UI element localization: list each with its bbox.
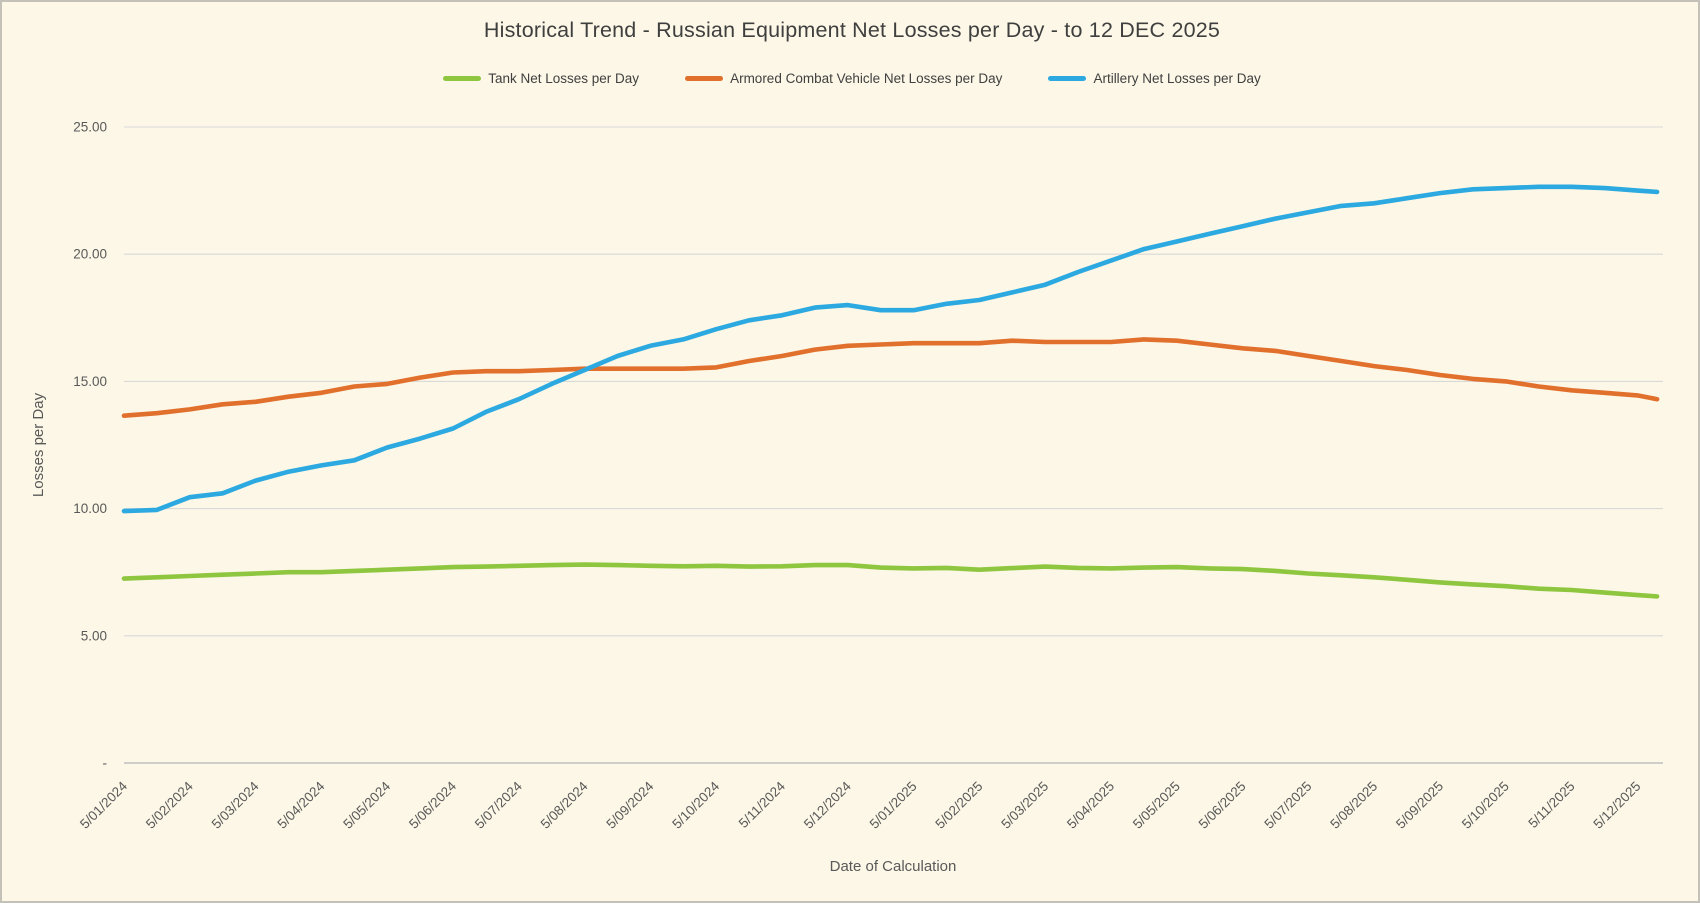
- legend-item-armored-combat-vehicle[interactable]: Armored Combat Vehicle Net Losses per Da…: [685, 71, 1002, 86]
- chart-title: Historical Trend - Russian Equipment Net…: [483, 18, 1221, 42]
- legend-label-armored-combat-vehicle: Armored Combat Vehicle Net Losses per Da…: [730, 71, 1003, 86]
- series-line-tank[interactable]: [121, 562, 1660, 599]
- legend: Tank Net Losses per Day Armored Combat V…: [2, 71, 1700, 86]
- series-line-armored-combat-vehicle[interactable]: [121, 337, 1660, 419]
- x-tick-label: 5/10/2024: [669, 778, 722, 831]
- x-tick-label: 5/02/2024: [143, 778, 196, 831]
- y-tick-label: 25.00: [73, 120, 107, 135]
- x-tick-label: 5/03/2025: [998, 779, 1051, 832]
- x-tick-label: 5/03/2024: [209, 778, 262, 831]
- legend-label-artillery: Artillery Net Losses per Day: [1093, 71, 1261, 86]
- y-tick-label: 10.00: [73, 501, 107, 516]
- x-tick-label: 5/07/2025: [1261, 779, 1314, 832]
- x-tick-label: 5/09/2025: [1393, 779, 1446, 832]
- gridlines-layer: [124, 126, 1663, 764]
- x-tick-label: 5/04/2025: [1064, 779, 1117, 832]
- x-tick-label: 5/05/2024: [340, 778, 393, 831]
- x-tick-label: 5/11/2025: [1525, 779, 1577, 831]
- y-axis-tick-labels: - 5.00 10.00 15.00 20.00 25.00: [73, 120, 107, 771]
- x-tick-label: 5/04/2024: [274, 778, 327, 831]
- x-tick-label: 5/08/2025: [1327, 779, 1380, 832]
- legend-label-tank: Tank Net Losses per Day: [488, 71, 640, 86]
- x-axis-title: Date of Calculation: [830, 858, 957, 875]
- x-tick-label: 5/12/2025: [1590, 779, 1643, 832]
- x-axis-tick-labels: 5/01/2024 5/02/2024 5/03/2024 5/04/2024 5/05…: [77, 778, 1643, 831]
- series-line-artillery[interactable]: [121, 184, 1660, 514]
- x-tick-label: 5/06/2025: [1196, 779, 1249, 832]
- x-tick-label: 5/01/2025: [867, 779, 920, 832]
- y-tick-label: 15.00: [73, 374, 107, 389]
- x-tick-label: 5/01/2024: [77, 778, 130, 831]
- x-tick-label: 5/08/2024: [538, 778, 591, 831]
- legend-item-tank[interactable]: Tank Net Losses per Day: [443, 71, 639, 86]
- x-tick-label: 5/06/2024: [406, 778, 459, 831]
- x-tick-label: 5/07/2024: [472, 778, 525, 831]
- x-tick-label: 5/10/2025: [1459, 779, 1512, 832]
- legend-item-artillery[interactable]: Artillery Net Losses per Day: [1048, 71, 1261, 86]
- y-tick-label: 5.00: [81, 628, 107, 643]
- x-tick-label: 5/11/2024: [736, 778, 789, 831]
- x-tick-label: 5/05/2025: [1130, 779, 1183, 832]
- y-axis-title: Losses per Day: [30, 392, 47, 497]
- artillery-series-swatch-icon: [1048, 76, 1087, 81]
- tank-series-swatch-icon: [443, 76, 482, 81]
- y-tick-label: 20.00: [73, 247, 107, 262]
- x-tick-label: 5/02/2025: [932, 779, 985, 832]
- x-tick-label: 5/09/2024: [603, 778, 656, 831]
- x-tick-label: 5/12/2024: [801, 778, 854, 831]
- armored-combat-vehicle-series-swatch-icon: [685, 76, 724, 81]
- y-tick-label: -: [103, 756, 108, 771]
- series-layer: [121, 184, 1660, 599]
